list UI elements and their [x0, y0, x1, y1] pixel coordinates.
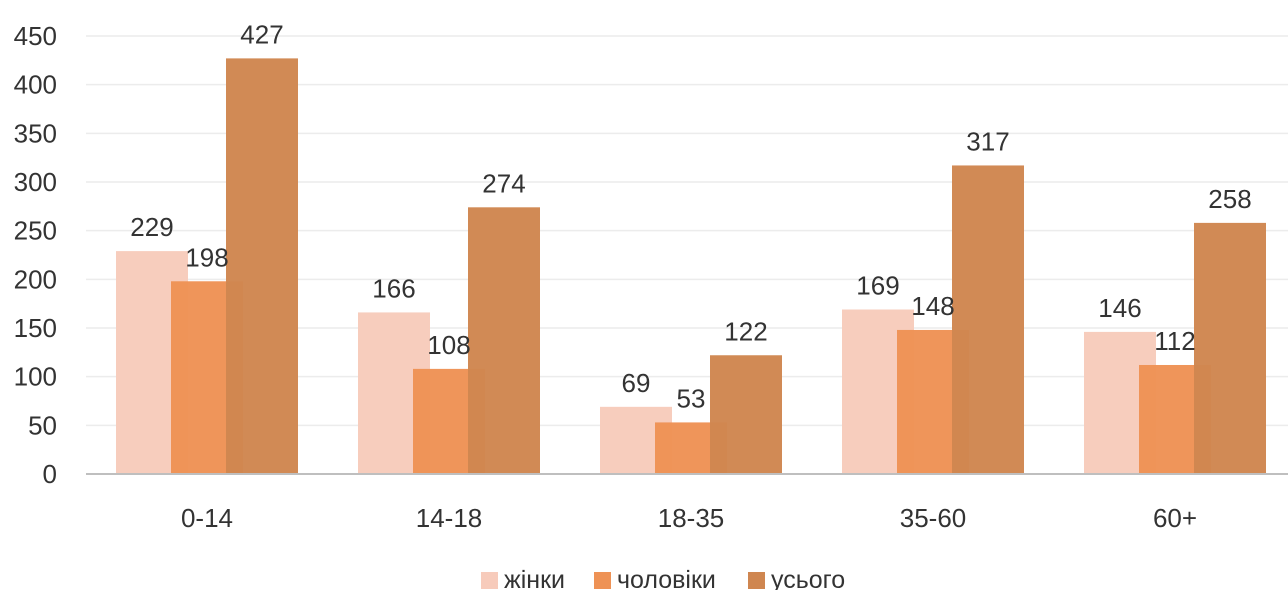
legend-label: усього [771, 566, 845, 590]
x-category-label: 18-35 [658, 503, 725, 533]
y-tick-label: 450 [14, 21, 57, 51]
y-tick-label: 400 [14, 70, 57, 100]
data-label: 427 [240, 19, 283, 49]
data-label: 108 [427, 330, 470, 360]
y-tick-label: 250 [14, 216, 57, 246]
data-label: 258 [1208, 184, 1251, 214]
legend-item: жінки [481, 566, 565, 590]
legend-label: жінки [504, 566, 565, 590]
bar-3-60+ [1194, 222, 1266, 474]
bar-3-14-18 [468, 207, 540, 474]
y-tick-label: 0 [43, 459, 57, 489]
legend-label: чоловіки [617, 566, 716, 590]
y-tick-label: 50 [28, 410, 57, 440]
data-labels: 229 198 427 166 108 274 69 53 122 169 148 317 146 112… [130, 19, 1251, 413]
y-axis-ticks: 0 50 100 150 200 250 300 350 400 450 [14, 21, 57, 489]
y-tick-label: 100 [14, 362, 57, 392]
data-label: 146 [1098, 293, 1141, 323]
x-axis-category-labels: 0-14 14-18 18-35 35-60 60+ [181, 503, 1197, 533]
bar-3-0-14 [226, 58, 298, 475]
data-label: 122 [724, 316, 767, 346]
legend-swatch [481, 572, 498, 589]
legend-swatch [748, 572, 765, 589]
x-category-label: 14-18 [416, 503, 483, 533]
x-category-label: 0-14 [181, 503, 233, 533]
y-tick-label: 150 [14, 313, 57, 343]
y-tick-label: 300 [14, 167, 57, 197]
data-label: 166 [372, 273, 415, 303]
y-tick-label: 350 [14, 118, 57, 148]
legend: жінки чоловіки усього [481, 566, 845, 590]
x-category-label: 60+ [1153, 503, 1197, 533]
legend-item: усього [748, 566, 845, 590]
data-label: 274 [482, 168, 525, 198]
data-label: 112 [1154, 326, 1195, 356]
legend-item: чоловіки [594, 566, 716, 590]
bar-3-35-60 [952, 165, 1024, 474]
y-tick-label: 200 [14, 264, 57, 294]
bars [116, 58, 1266, 475]
data-label: 317 [966, 126, 1009, 156]
data-label: 229 [130, 212, 173, 242]
data-label: 53 [677, 383, 706, 413]
data-label: 69 [622, 368, 651, 398]
data-label: 169 [856, 271, 899, 301]
data-label: 148 [911, 291, 954, 321]
data-label: 198 [185, 242, 228, 272]
x-category-label: 35-60 [900, 503, 967, 533]
legend-swatch [594, 572, 611, 589]
bar-3-18-35 [710, 355, 782, 474]
